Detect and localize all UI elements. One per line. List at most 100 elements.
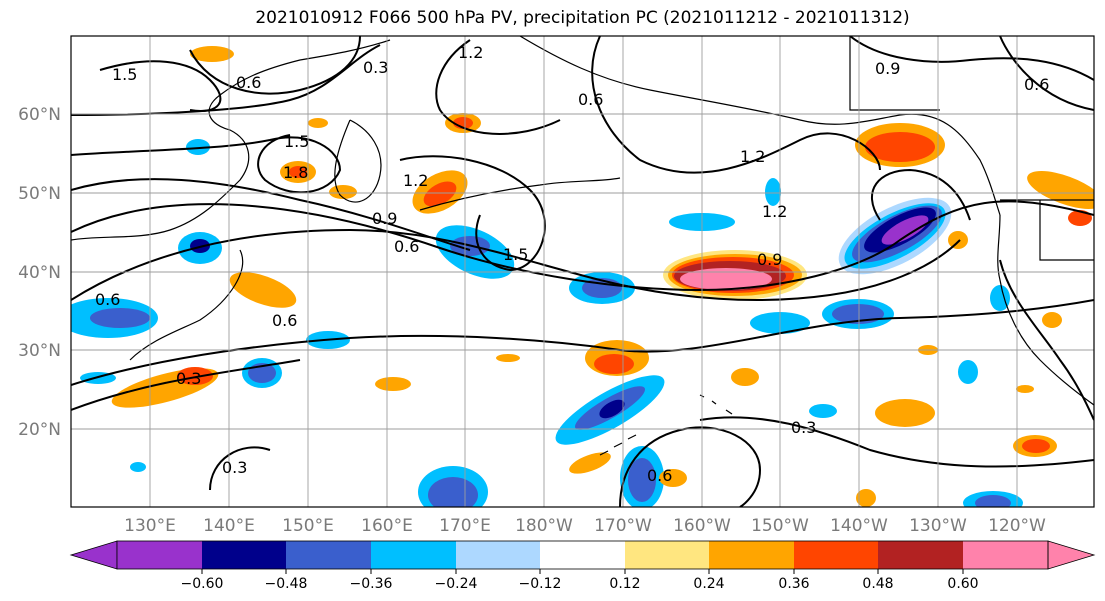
- precip-blob: [569, 452, 611, 474]
- colorbar-tick-label: 0.36: [778, 576, 809, 592]
- contour-label: 0.3: [176, 369, 201, 388]
- colorbar-segment: [202, 541, 286, 569]
- contour-label: 0.9: [372, 209, 397, 228]
- lon-label: 130°E: [124, 516, 176, 536]
- contour-label: 0.3: [791, 418, 816, 437]
- colorbar-tick-label: −0.12: [519, 576, 562, 592]
- contour-label: 0.3: [363, 58, 388, 77]
- colorbar-segment: [963, 541, 1048, 569]
- graticule: [71, 36, 1094, 507]
- precip-blob: [329, 185, 357, 199]
- precip-blob: [1068, 210, 1092, 226]
- contour-label: 0.6: [647, 466, 672, 485]
- colorbar-frame: [116, 540, 1049, 570]
- pv-contour: [999, 259, 1094, 421]
- lon-label: 140°W: [830, 516, 888, 536]
- colorbar-extend-left: [69, 540, 118, 570]
- bc-inlet: [849, 36, 940, 111]
- precip-blob: [177, 367, 213, 385]
- lat-label: 20°N: [18, 420, 61, 440]
- lat-label: 30°N: [18, 341, 61, 361]
- colorbar-segment: [878, 541, 963, 569]
- pv-contour: [999, 36, 1094, 111]
- contour-label: 0.6: [236, 73, 261, 92]
- precip-blob: [1042, 312, 1062, 328]
- colorbar-segment: [117, 541, 202, 569]
- lon-label: 150°E: [282, 516, 334, 536]
- lon-label: 180°W: [515, 516, 573, 536]
- colorbar-segment: [371, 541, 456, 569]
- alaska-coastline: [519, 36, 1001, 216]
- contour-label: 1.2: [740, 147, 765, 166]
- contour-label: 0.9: [875, 59, 900, 78]
- precip-blob: [865, 132, 935, 162]
- colorbar-tick-label: 0.48: [862, 576, 893, 592]
- precip-blob: [130, 462, 146, 472]
- precip-blob: [628, 458, 656, 502]
- contour-label: 0.6: [578, 90, 603, 109]
- contour-label: 1.2: [403, 171, 428, 190]
- contour-label: 0.6: [95, 290, 120, 309]
- colorbar-extend-right: [1047, 540, 1096, 570]
- pv-contour: [71, 299, 1094, 386]
- precip-blob: [599, 399, 625, 419]
- colorbar-tick-label: −0.60: [181, 576, 224, 592]
- pv-contour: [399, 155, 546, 272]
- lat-label: 60°N: [18, 105, 61, 125]
- precip-blob: [948, 231, 968, 249]
- precip-blob: [875, 399, 935, 427]
- lon-label: 150°W: [751, 516, 809, 536]
- precip-blob: [308, 118, 328, 128]
- contour-label: 0.9: [757, 250, 782, 269]
- contour-label: 0.6: [1024, 75, 1049, 94]
- precip-blob: [375, 377, 411, 391]
- precip-blob: [90, 308, 150, 328]
- precip-blob: [809, 404, 837, 418]
- colorbar-tick-label: 0.12: [609, 576, 640, 592]
- lon-label: 120°W: [988, 516, 1046, 536]
- contour-label: 0.6: [272, 311, 297, 330]
- us-state-line: [1039, 200, 1094, 261]
- precip-blob: [731, 368, 759, 386]
- island-chain: [599, 434, 637, 456]
- lon-label: 170°W: [594, 516, 652, 536]
- pv-contour: [870, 168, 971, 221]
- lat-label: 50°N: [18, 184, 61, 204]
- map-frame: [70, 35, 1095, 508]
- pv-contour: [435, 39, 561, 135]
- precip-blob: [881, 215, 929, 245]
- pv-contour: [189, 36, 361, 95]
- precip-blob: [1022, 439, 1050, 453]
- coastlines: [71, 36, 1094, 456]
- colorbar-ticks: [201, 569, 964, 574]
- contour-label: 1.2: [458, 43, 483, 62]
- colorbar-tick-label: 0.60: [947, 576, 978, 592]
- precip-blob: [496, 354, 520, 362]
- precip-blob: [190, 46, 234, 62]
- map-panel: 1.5 0.6 0.3 1.2 0.9 0.6 1.5 1.8 1.2 0.6 …: [70, 35, 1095, 508]
- contour-label: 0.3: [222, 458, 247, 477]
- colorbar-segment: [540, 541, 625, 569]
- pv-contour: [71, 200, 1094, 292]
- precip-blob: [975, 495, 1011, 507]
- colorbar-segment: [456, 541, 540, 569]
- precip-blob: [680, 268, 772, 290]
- contour-label-group: 1.5 0.6 0.3 1.2 0.9 0.6 1.5 1.8 1.2 0.6 …: [95, 43, 1049, 485]
- lon-label: 160°E: [361, 516, 413, 536]
- colorbar-segment: [794, 541, 878, 569]
- precip-blob: [428, 477, 478, 507]
- colorbar-segment: [286, 541, 371, 569]
- colorbar-tick-label: 0.24: [693, 576, 724, 592]
- precip-blob: [594, 354, 634, 374]
- lon-labels: 130°E 140°E 150°E 160°E 170°E 180°W 170°…: [124, 516, 1046, 536]
- colorbar-tick-label: −0.36: [350, 576, 393, 592]
- pv-contour: [71, 359, 301, 411]
- colorbar: −0.60 −0.48 −0.36 −0.24 −0.12 0.12 0.24 …: [69, 540, 1096, 592]
- pv-contour: [71, 228, 961, 301]
- contour-label: 1.2: [762, 202, 787, 221]
- precip-blob: [659, 469, 687, 487]
- precip-blob: [990, 285, 1010, 311]
- kamchatka-coastline: [334, 119, 382, 203]
- lon-label: 160°W: [673, 516, 731, 536]
